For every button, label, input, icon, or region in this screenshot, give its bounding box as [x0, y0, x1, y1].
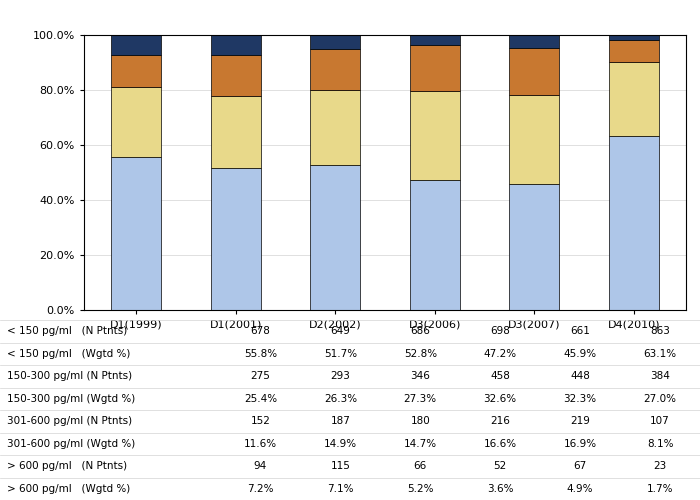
Text: 458: 458 [490, 371, 510, 381]
Bar [111, 156, 161, 310]
Text: 11.6%: 11.6% [244, 439, 277, 449]
Text: 107: 107 [650, 416, 670, 426]
Text: 7.2%: 7.2% [247, 484, 274, 494]
Text: 67: 67 [573, 461, 587, 471]
Text: 301-600 pg/ml (Wgtd %): 301-600 pg/ml (Wgtd %) [7, 439, 135, 449]
Text: 301-600 pg/ml (N Ptnts): 301-600 pg/ml (N Ptnts) [7, 416, 132, 426]
Text: 187: 187 [330, 416, 350, 426]
Bar [410, 180, 460, 310]
Bar [410, 35, 460, 45]
Text: 698: 698 [490, 326, 510, 336]
Text: 27.3%: 27.3% [404, 394, 437, 404]
Text: 275: 275 [251, 371, 270, 381]
Text: 94: 94 [254, 461, 267, 471]
Text: 3.6%: 3.6% [487, 484, 514, 494]
Text: 25.4%: 25.4% [244, 394, 277, 404]
Bar [510, 35, 559, 48]
Text: 16.6%: 16.6% [484, 439, 517, 449]
Text: < 150 pg/ml   (N Ptnts): < 150 pg/ml (N Ptnts) [7, 326, 127, 336]
Text: 115: 115 [330, 461, 350, 471]
Bar [211, 35, 260, 54]
Bar [111, 35, 161, 55]
Bar [410, 90, 460, 180]
Text: > 600 pg/ml   (Wgtd %): > 600 pg/ml (Wgtd %) [7, 484, 130, 494]
Bar [111, 55, 161, 86]
Text: 52.8%: 52.8% [404, 349, 437, 359]
Text: < 150 pg/ml   (Wgtd %): < 150 pg/ml (Wgtd %) [7, 349, 130, 359]
Bar [310, 50, 360, 90]
Text: 219: 219 [570, 416, 590, 426]
Bar [510, 95, 559, 184]
Bar [510, 48, 559, 95]
Text: 27.0%: 27.0% [643, 394, 676, 404]
Text: 649: 649 [330, 326, 350, 336]
Text: 448: 448 [570, 371, 590, 381]
Bar [410, 45, 460, 90]
Text: 293: 293 [330, 371, 350, 381]
Text: 14.7%: 14.7% [404, 439, 437, 449]
Text: 66: 66 [414, 461, 427, 471]
Text: 14.9%: 14.9% [324, 439, 357, 449]
Bar [609, 62, 659, 136]
Text: 216: 216 [490, 416, 510, 426]
Text: 32.6%: 32.6% [484, 394, 517, 404]
Text: 384: 384 [650, 371, 670, 381]
Text: 51.7%: 51.7% [324, 349, 357, 359]
Bar [211, 168, 260, 310]
Bar [609, 40, 659, 62]
Bar [211, 54, 260, 96]
Text: 23: 23 [653, 461, 666, 471]
Text: 1.7%: 1.7% [647, 484, 673, 494]
Bar [211, 96, 260, 168]
Bar [609, 36, 659, 40]
Bar [609, 136, 659, 310]
Text: 4.9%: 4.9% [567, 484, 594, 494]
Text: 8.1%: 8.1% [647, 439, 673, 449]
Bar [111, 86, 161, 156]
Text: 152: 152 [251, 416, 270, 426]
Text: > 600 pg/ml   (N Ptnts): > 600 pg/ml (N Ptnts) [7, 461, 127, 471]
Bar [310, 90, 360, 165]
Text: 26.3%: 26.3% [324, 394, 357, 404]
Text: 52: 52 [494, 461, 507, 471]
Bar [310, 35, 360, 50]
Text: 686: 686 [410, 326, 430, 336]
Text: 45.9%: 45.9% [564, 349, 596, 359]
Text: 678: 678 [251, 326, 270, 336]
Text: 150-300 pg/ml (Wgtd %): 150-300 pg/ml (Wgtd %) [7, 394, 135, 404]
Text: 5.2%: 5.2% [407, 484, 433, 494]
Text: 63.1%: 63.1% [643, 349, 677, 359]
Text: 7.1%: 7.1% [327, 484, 354, 494]
Bar [310, 165, 360, 310]
Text: 47.2%: 47.2% [484, 349, 517, 359]
Text: 863: 863 [650, 326, 670, 336]
Text: 32.3%: 32.3% [564, 394, 596, 404]
Text: 346: 346 [410, 371, 430, 381]
Text: 180: 180 [410, 416, 430, 426]
Text: 661: 661 [570, 326, 590, 336]
Text: 16.9%: 16.9% [564, 439, 596, 449]
Text: 55.8%: 55.8% [244, 349, 277, 359]
Text: 150-300 pg/ml (N Ptnts): 150-300 pg/ml (N Ptnts) [7, 371, 132, 381]
Bar [510, 184, 559, 310]
